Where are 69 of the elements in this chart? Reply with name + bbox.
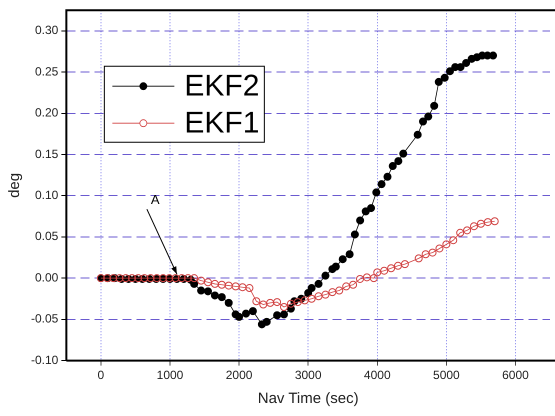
point (190, 274, 198, 282)
point (400, 260, 409, 268)
legend-label: EKF2 (184, 69, 260, 102)
x-tick-label: 2000 (226, 368, 253, 382)
point (380, 266, 388, 275)
point (308, 294, 316, 303)
x-tick-label: 6000 (502, 368, 530, 382)
point (335, 286, 344, 295)
x-tick-label: 0 (98, 368, 105, 382)
point (314, 292, 323, 300)
point (128, 274, 136, 282)
x-tick-label: 3000 (294, 368, 322, 382)
point (273, 298, 282, 306)
point (373, 268, 382, 276)
point (435, 244, 444, 252)
y-tick-label: 0.15 (34, 146, 59, 161)
point (294, 298, 302, 306)
point (286, 300, 295, 308)
point (442, 240, 450, 248)
point (414, 254, 423, 262)
point (210, 280, 219, 288)
point (259, 300, 268, 309)
point (321, 290, 330, 299)
point (224, 282, 233, 290)
y-tick-label: 0.30 (34, 23, 59, 38)
x-axis-title: Nav Time (sec) (258, 390, 359, 408)
point (300, 296, 309, 304)
point (356, 274, 364, 283)
point (394, 262, 402, 270)
point (122, 274, 130, 282)
point (484, 218, 492, 226)
point (456, 228, 464, 237)
point (387, 264, 396, 272)
x-tick-label: 5000 (433, 368, 460, 382)
point (490, 217, 499, 226)
point (204, 278, 212, 286)
point (184, 274, 192, 282)
point (476, 220, 485, 228)
point (428, 248, 437, 257)
point (362, 273, 371, 282)
point (238, 283, 247, 292)
y-tick-label: -0.05 (30, 312, 59, 326)
y-axis-title: deg (6, 172, 24, 198)
point (134, 274, 142, 282)
y-tick-label: 0.25 (34, 64, 59, 78)
point (470, 222, 478, 230)
point (349, 280, 358, 289)
point (370, 274, 378, 282)
point (232, 282, 240, 290)
y-tick-label: 0.20 (34, 106, 59, 120)
point (218, 280, 226, 289)
y-tick-label: 0.05 (34, 229, 59, 244)
point (197, 276, 206, 285)
y-tick-label: 0.00 (34, 270, 59, 284)
point (449, 236, 458, 244)
point (422, 250, 430, 258)
point (463, 226, 472, 234)
point (328, 288, 336, 296)
legend-label: EKF1 (184, 106, 260, 140)
point (252, 297, 260, 306)
y-tick-label: -0.10 (30, 352, 59, 367)
x-tick-label: 4000 (364, 368, 391, 382)
x-tick-label: 1000 (156, 368, 184, 382)
point (245, 284, 254, 292)
y-tick-label: 0.10 (34, 188, 59, 202)
point (342, 282, 350, 290)
annotation: A (150, 192, 160, 208)
point (266, 298, 274, 307)
point (280, 303, 288, 312)
